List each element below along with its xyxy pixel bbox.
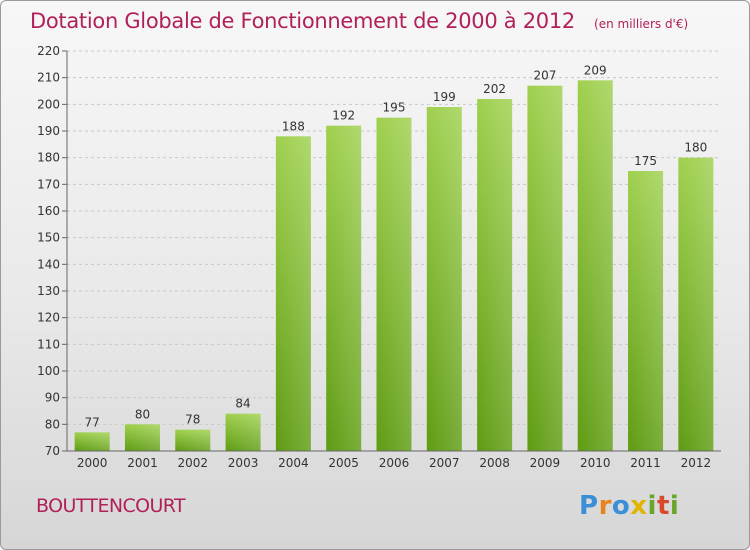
bar-value-label: 192 xyxy=(332,109,355,123)
bar-highlight xyxy=(225,413,261,451)
y-tick-label: 80 xyxy=(45,417,60,431)
y-tick-label: 110 xyxy=(37,337,60,351)
y-tick-label: 160 xyxy=(37,204,60,218)
bars: 77 80 78 84 188 192 195 199 202 207 209 175 180 xyxy=(74,63,714,452)
y-tick-label: 120 xyxy=(37,311,60,325)
x-tick-label: 2008 xyxy=(479,456,510,470)
bar-highlight xyxy=(275,136,311,452)
bar-value-label: 77 xyxy=(85,415,100,429)
bar-value-label: 202 xyxy=(483,82,506,96)
y-tick-label: 100 xyxy=(37,364,60,378)
y-tick-label: 170 xyxy=(37,177,60,191)
y-tick-label: 150 xyxy=(37,231,60,245)
bar-value-label: 175 xyxy=(634,154,657,168)
bar-highlight xyxy=(577,80,613,451)
x-tick-label: 2007 xyxy=(429,456,460,470)
logo-letter: x xyxy=(630,491,648,521)
x-tick-label: 2009 xyxy=(530,456,561,470)
proxiti-logo: Proxiti xyxy=(579,491,679,521)
bar-highlight xyxy=(124,424,160,451)
y-tick-label: 190 xyxy=(37,124,60,138)
y-tick-label: 140 xyxy=(37,257,60,271)
bar-highlight xyxy=(426,107,462,451)
bar-highlight xyxy=(326,125,362,452)
city-name: BOUTTENCOURT xyxy=(36,495,186,517)
bar-value-label: 180 xyxy=(684,141,707,155)
logo-letter: r xyxy=(598,491,612,521)
x-tick-label: 2000 xyxy=(77,456,108,470)
logo-letter: t xyxy=(656,491,670,521)
bar-highlight xyxy=(175,429,211,451)
x-tick-label: 2010 xyxy=(580,456,611,470)
y-tick-label: 220 xyxy=(37,44,60,58)
x-tick-label: 2011 xyxy=(630,456,661,470)
x-tick-label: 2002 xyxy=(177,456,208,470)
bar-value-label: 195 xyxy=(383,101,406,115)
x-tick-label: 2004 xyxy=(278,456,309,470)
x-tick-label: 2001 xyxy=(127,456,158,470)
y-tick-label: 210 xyxy=(37,71,60,85)
bar-value-label: 78 xyxy=(185,413,200,427)
logo-letter: i xyxy=(647,491,657,521)
x-tick-label: 2003 xyxy=(228,456,259,470)
bar-highlight xyxy=(527,85,563,452)
chart-title-row: Dotation Globale de Fonctionnement de 20… xyxy=(30,9,688,33)
bar-value-label: 209 xyxy=(584,63,607,77)
bar-highlight xyxy=(477,99,513,451)
x-tick-label: 2005 xyxy=(328,456,359,470)
bar-highlight xyxy=(678,157,714,451)
y-tick-label: 70 xyxy=(45,444,60,458)
x-tick-label: 2012 xyxy=(681,456,712,470)
x-axis: 2000 2001 2002 2003 2004 2005 2006 2007 2008 2009… xyxy=(67,450,721,470)
logo-letter: P xyxy=(579,491,599,521)
y-tick-label: 130 xyxy=(37,284,60,298)
x-tick-label: 2006 xyxy=(379,456,410,470)
logo-letter: i xyxy=(669,491,680,521)
bar-value-label: 80 xyxy=(135,407,150,421)
chart-title: Dotation Globale de Fonctionnement de 20… xyxy=(30,9,575,33)
bar-highlight xyxy=(376,117,412,452)
y-tick-label: 90 xyxy=(45,391,60,405)
bar-value-label: 84 xyxy=(235,397,250,411)
bar-highlight xyxy=(74,432,110,451)
chart-unit: (en milliers d'€) xyxy=(594,17,689,31)
logo-letter: o xyxy=(611,491,631,521)
bar-value-label: 199 xyxy=(433,90,456,104)
bar-value-label: 188 xyxy=(282,119,305,133)
bar-highlight xyxy=(628,171,664,451)
y-axis: 70 80 90 100 110 120 130 140 150 160 170 180 190 200 2… xyxy=(37,44,68,458)
y-tick-label: 200 xyxy=(37,97,60,111)
y-tick-label: 180 xyxy=(37,151,60,165)
bar-value-label: 207 xyxy=(533,69,556,83)
